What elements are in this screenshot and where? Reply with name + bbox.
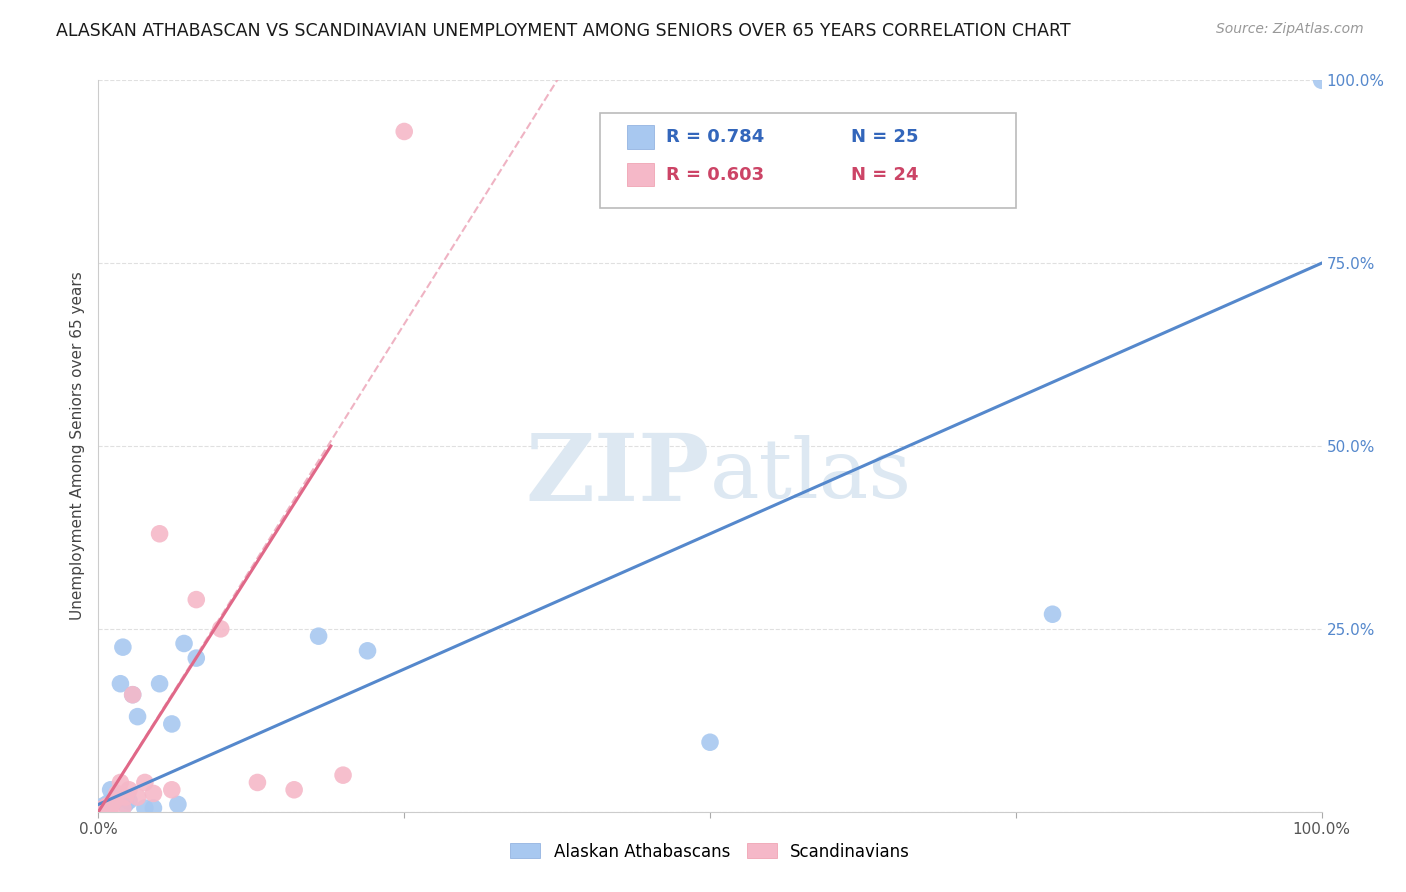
Point <box>110 775 132 789</box>
Bar <box>627 163 654 186</box>
Point <box>114 790 136 805</box>
Y-axis label: Unemployment Among Seniors over 65 years: Unemployment Among Seniors over 65 years <box>70 272 86 620</box>
Text: ZIP: ZIP <box>526 430 710 520</box>
Point <box>173 636 195 650</box>
Point <box>90 801 112 815</box>
Text: Source: ZipAtlas.com: Source: ZipAtlas.com <box>1216 22 1364 37</box>
Point <box>101 797 124 812</box>
Bar <box>627 125 654 149</box>
Point <box>100 782 122 797</box>
Point <box>160 717 183 731</box>
FancyBboxPatch shape <box>600 113 1015 209</box>
Point <box>186 651 208 665</box>
Point <box>127 709 149 723</box>
Point <box>101 794 124 808</box>
Point <box>89 803 111 817</box>
Point <box>160 782 183 797</box>
Point <box>105 787 128 801</box>
Point <box>127 790 149 805</box>
Point <box>110 676 132 690</box>
Point <box>111 640 134 655</box>
Point <box>1310 73 1333 87</box>
Point <box>111 801 134 815</box>
Legend: Alaskan Athabascans, Scandinavians: Alaskan Athabascans, Scandinavians <box>505 838 915 865</box>
Text: ALASKAN ATHABASCAN VS SCANDINAVIAN UNEMPLOYMENT AMONG SENIORS OVER 65 YEARS CORR: ALASKAN ATHABASCAN VS SCANDINAVIAN UNEMP… <box>56 22 1071 40</box>
Point <box>118 782 141 797</box>
Point <box>118 794 141 808</box>
Text: N = 25: N = 25 <box>851 128 918 146</box>
Point <box>356 644 378 658</box>
Point <box>308 629 330 643</box>
Point <box>134 775 156 789</box>
Text: atlas: atlas <box>710 435 912 516</box>
Text: R = 0.784: R = 0.784 <box>666 128 765 146</box>
Point <box>93 803 115 817</box>
Point <box>246 775 269 789</box>
Point <box>283 782 305 797</box>
Point <box>332 768 354 782</box>
Point <box>699 735 721 749</box>
Point <box>167 797 190 812</box>
Point <box>392 124 416 138</box>
Point <box>121 688 143 702</box>
Point <box>121 688 143 702</box>
Point <box>114 797 136 812</box>
Point <box>149 526 172 541</box>
Point <box>1042 607 1064 622</box>
Point <box>94 803 117 817</box>
Point <box>91 802 114 816</box>
Text: N = 24: N = 24 <box>851 166 918 184</box>
Point <box>98 803 121 817</box>
Point <box>209 622 232 636</box>
Point <box>149 676 172 690</box>
Point <box>186 592 208 607</box>
Point <box>105 790 128 805</box>
Point <box>97 796 120 810</box>
Point <box>134 801 156 815</box>
Point <box>91 798 114 813</box>
Point <box>103 794 125 808</box>
Point <box>142 787 165 801</box>
Point <box>96 798 118 813</box>
Point <box>142 801 165 815</box>
Text: R = 0.603: R = 0.603 <box>666 166 763 184</box>
